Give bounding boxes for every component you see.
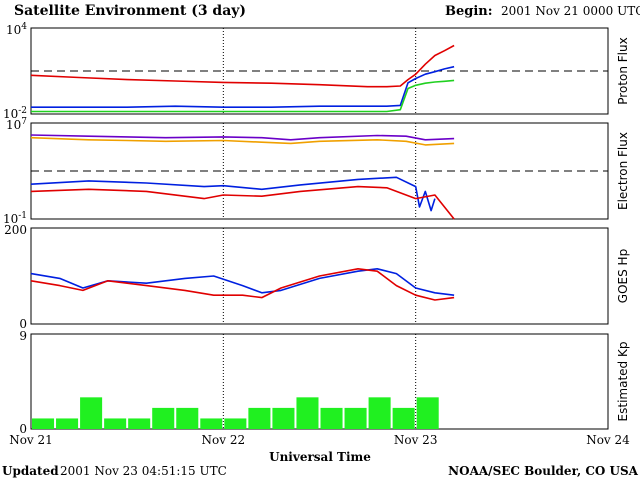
kp-y-tick-label: 0 — [19, 422, 27, 436]
kp-bar — [392, 407, 415, 429]
proton-series-green — [31, 79, 455, 113]
kp-bar — [176, 407, 199, 429]
kp-bar — [344, 407, 367, 429]
x-tick-label: Nov 24 — [586, 433, 630, 447]
kp-bar — [416, 397, 439, 429]
kp-bar — [296, 397, 319, 429]
x-axis-label: Universal Time — [269, 450, 371, 464]
hp-y-tick-label: 0 — [19, 317, 27, 331]
hp-y-axis-label: GOES Hp — [616, 249, 630, 303]
kp-y-tick-label: 9 — [19, 329, 27, 343]
kp-bar — [272, 407, 295, 429]
kp-bar — [80, 397, 103, 429]
kp-bar — [320, 407, 343, 429]
electron-y-tick-label: 107 — [6, 117, 27, 132]
electron-series-purple — [30, 134, 455, 141]
chart-title: Satellite Environment (3 day) — [14, 3, 246, 19]
proton-panel: 104 10-2 Proton Flux — [3, 22, 630, 121]
electron-y-tick-label: 10-1 — [3, 211, 27, 226]
begin-value: 2001 Nov 21 0000 UTC — [501, 4, 640, 18]
kp-frame — [30, 333, 609, 430]
kp-bar — [200, 418, 223, 429]
electron-y-axis-label: Electron Flux — [616, 132, 630, 210]
x-tick-label: Nov 21 — [9, 433, 53, 447]
x-tick-label: Nov 22 — [202, 433, 246, 447]
proton-y-tick-label: 104 — [6, 22, 27, 37]
updated-label: Updated — [2, 464, 59, 478]
hp-panel: 200 0 GOES Hp — [4, 223, 630, 331]
kp-bar — [224, 418, 247, 429]
kp-bar — [128, 418, 151, 429]
updated-value: 2001 Nov 23 04:51:15 UTC — [60, 464, 227, 478]
x-tick-label: Nov 23 — [394, 433, 438, 447]
proton-y-axis-label: Proton Flux — [616, 37, 630, 104]
hp-y-tick-label: 200 — [4, 223, 27, 237]
kp-bar — [104, 418, 127, 429]
begin-label: Begin: — [445, 4, 493, 19]
kp-bar — [32, 418, 55, 429]
electron-series-blue — [30, 176, 436, 212]
electron-panel: 107 10-1 Electron Flux — [3, 117, 630, 226]
credit: NOAA/SEC Boulder, CO USA — [448, 464, 639, 478]
electron-series-orange — [30, 136, 455, 146]
panels: 104 10-2 Proton Flux 107 10-1 Electron Flux 20… — [3, 22, 630, 447]
kp-bar — [152, 407, 175, 429]
proton-series-red — [30, 44, 455, 88]
kp-bar — [248, 407, 271, 429]
kp-panel: 9 0 Estimated Kp — [19, 329, 630, 436]
electron-series-red — [30, 185, 455, 220]
kp-y-axis-label: Estimated Kp — [616, 342, 630, 422]
proton-series-blue — [31, 65, 455, 108]
kp-bar — [368, 397, 391, 429]
proton-y-tick-label: 10-2 — [3, 106, 27, 121]
kp-bar — [56, 418, 79, 429]
hp-series-red — [30, 267, 455, 301]
hp-frame — [30, 227, 609, 325]
